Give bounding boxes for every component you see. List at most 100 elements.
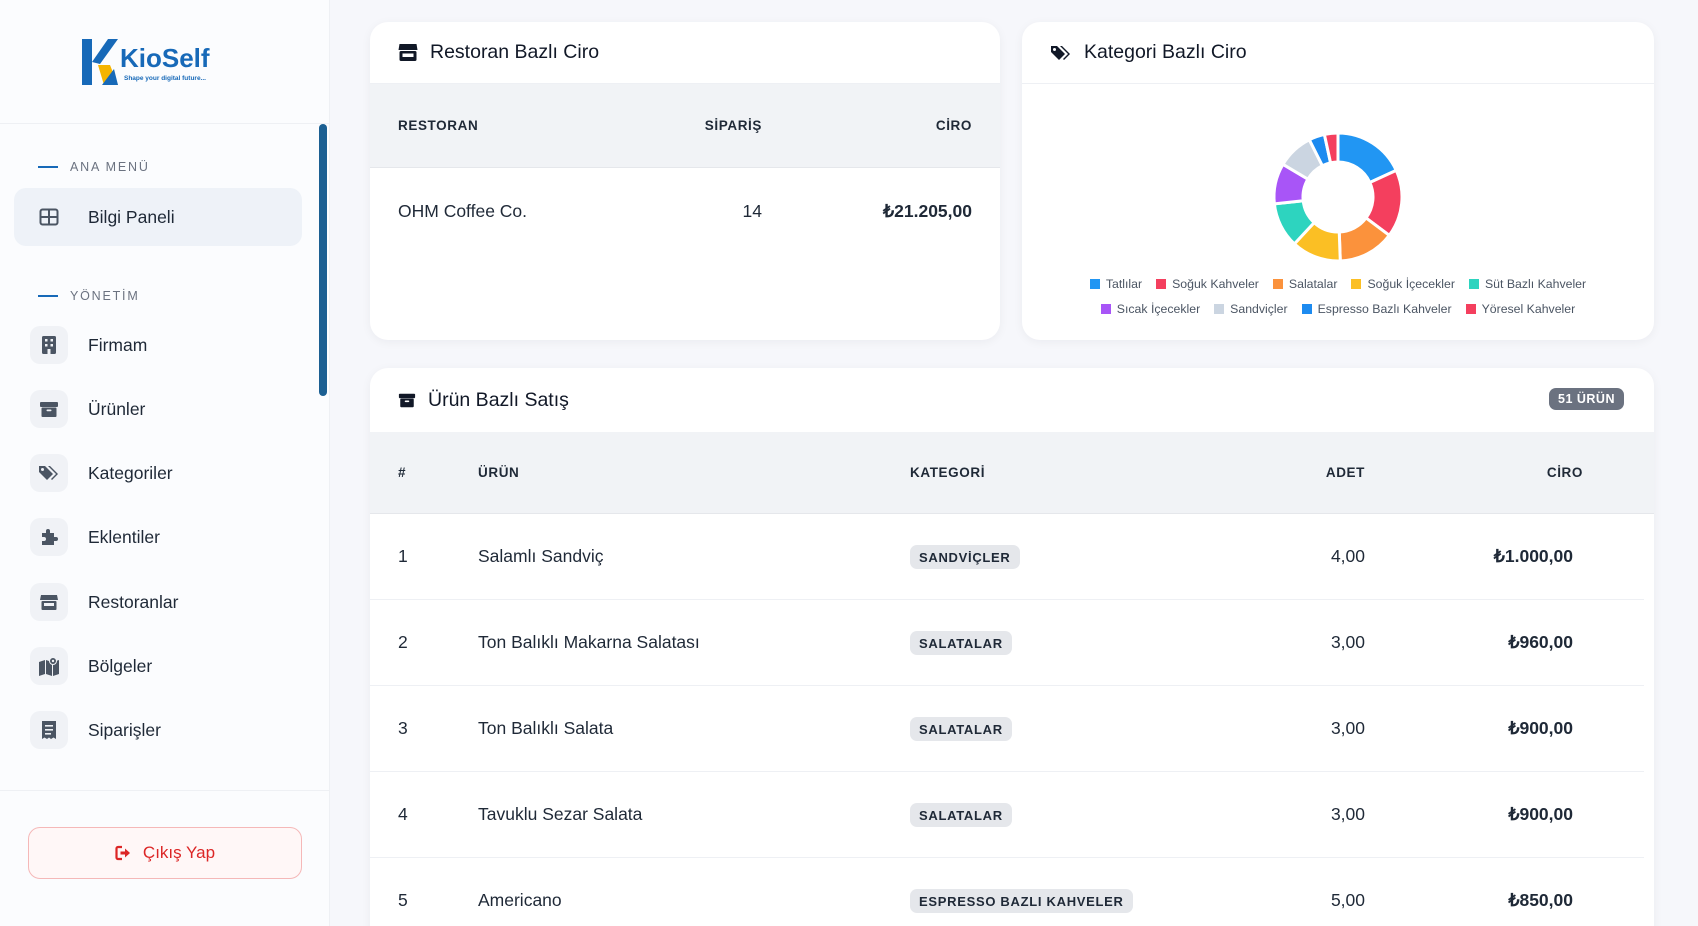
section-ana-menu: ANA MENÜ [0,157,150,177]
column-header-kategori[interactable]: KATEGORİ [910,465,986,480]
legend-label: Soğuk İçecekler [1367,277,1455,291]
table-header: RESTORAN SİPARİŞ CİRO [370,84,1000,168]
legend-swatch [1468,279,1479,289]
quantity-value: 3,00 [1330,804,1365,824]
map-icon [30,647,68,685]
section-dash [38,166,58,168]
sidebar: KioSelf Shape your digital future... ANA… [0,0,330,926]
legend-swatch [1214,304,1225,314]
sidebar-item-label: Ürünler [88,398,146,419]
receipt-icon [30,711,68,749]
sidebar-item-urunler[interactable]: Ürünler [14,380,302,438]
legend-label: Yöresel Kahveler [1481,302,1576,316]
sidebar-item-label: Siparişler [88,719,161,740]
column-header-no[interactable]: # [398,465,407,480]
sidebar-item-label: Restoranlar [88,591,179,612]
table-row[interactable]: 4 Tavuklu Sezar Salata SALATALAR 3,00 ₺900,0… [370,772,1644,858]
product-name: Americano [478,890,562,910]
column-header-siparis[interactable]: SİPARİŞ [704,118,762,133]
row-number: 4 [398,804,408,824]
logo-tagline: Shape your digital future... [124,75,206,82]
legend-item[interactable]: Sandviçler [1214,302,1288,316]
category-badge: SANDVİÇLER [910,544,1020,569]
section-dash [38,295,58,297]
puzzle-icon [30,518,68,556]
box-icon [398,393,416,408]
legend-item[interactable]: Soğuk İçecekler [1351,277,1455,291]
column-header-restoran[interactable]: RESTORAN [398,118,479,133]
revenue-value: ₺960,00 [1508,632,1573,652]
column-header-ciro[interactable]: CİRO [935,118,972,133]
legend-item[interactable]: Espresso Bazlı Kahveler [1301,302,1452,316]
legend-item[interactable]: Süt Bazlı Kahveler [1468,277,1587,291]
sidebar-item-label: Firmam [88,334,148,355]
quantity-value: 5,00 [1330,890,1365,910]
sidebar-item-bolgeler[interactable]: Bölgeler [14,637,302,695]
column-header-adet[interactable]: ADET [1325,465,1365,480]
legend-swatch [1089,279,1100,289]
legend-label: Soğuk Kahveler [1172,277,1259,291]
legend-label: Salatalar [1288,277,1338,291]
card-header: Kategori Bazlı Ciro [1022,22,1654,84]
table-row[interactable]: 5 Americano ESPRESSO BAZLI KAHVELER 5,00 ₺85… [370,858,1644,926]
sidebar-item-restoranlar[interactable]: Restoranlar [14,573,302,631]
sidebar-scrollbar[interactable] [319,124,327,396]
legend-item[interactable]: Sıcak İçecekler [1100,302,1201,316]
table-row[interactable]: OHM Coffee Co. 14 ₺21.205,00 [370,168,1000,254]
store-icon [398,44,418,61]
legend-item[interactable]: Soğuk Kahveler [1156,277,1259,291]
column-header-urun[interactable]: ÜRÜN [478,465,520,480]
quantity-value: 3,00 [1330,718,1365,738]
legend-label: Espresso Bazlı Kahveler [1317,302,1452,316]
legend-item[interactable]: Salatalar [1272,277,1338,291]
sidebar-item-label: Eklentiler [88,526,160,547]
section-yonetim: YÖNETİM [0,286,140,306]
product-name: Ton Balıklı Makarna Salatası [478,632,700,652]
legend-label: Süt Bazlı Kahveler [1484,277,1587,291]
chart-legend-row: Tatlılar Soğuk Kahveler Salatalar Soğuk İçe… [1022,277,1654,291]
card-title: Kategori Bazlı Ciro [1084,41,1247,63]
sidebar-item-firmam[interactable]: Firmam [14,316,302,374]
table-row[interactable]: 2 Ton Balıklı Makarna Salatası SALATALAR 3,… [370,600,1644,686]
sidebar-item-label: Bölgeler [88,655,153,676]
donut-slice[interactable] [1322,131,1340,165]
building-icon [30,326,68,364]
kioself-logo: KioSelf Shape your digital future... [81,38,209,85]
logout-label: Çıkış Yap [142,843,216,862]
restaurant-revenue-card: Restoran Bazlı Ciro RESTORAN SİPARİŞ CİR… [370,22,1000,340]
legend-swatch [1351,279,1362,289]
card-header: Restoran Bazlı Ciro [370,22,1000,84]
order-count: 14 [742,200,762,221]
logo[interactable]: KioSelf Shape your digital future... [0,0,329,124]
sidebar-item-label: Bilgi Paneli [88,206,175,227]
table-header: # ÜRÜN KATEGORİ ADET CİRO [370,432,1654,514]
revenue-value: ₺21.205,00 [883,200,972,221]
sidebar-item-eklentiler[interactable]: Eklentiler [14,508,302,566]
legend-swatch [1156,279,1167,289]
logout-button[interactable]: Çıkış Yap [28,827,302,879]
sidebar-item-kategoriler[interactable]: Kategoriler [14,444,302,502]
row-number: 1 [398,546,408,566]
table-row[interactable]: 1 Salamlı Sandviç SANDVİÇLER 4,00 ₺1.000,00 [370,514,1644,600]
column-header-ciro[interactable]: CİRO [1546,465,1583,480]
legend-item[interactable]: Tatlılar [1089,277,1142,291]
category-badge: SALATALAR [910,802,1012,827]
sidebar-item-bilgi-paneli[interactable]: Bilgi Paneli [14,188,302,246]
revenue-value: ₺900,00 [1508,718,1573,738]
row-number: 3 [398,718,408,738]
row-number: 2 [398,632,408,652]
legend-swatch [1272,279,1283,289]
table-row[interactable]: 3 Ton Balıklı Salata SALATALAR 3,00 ₺900,00 [370,686,1644,772]
card-header: Ürün Bazlı Satış [370,368,1654,432]
legend-item[interactable]: Yöresel Kahveler [1465,302,1576,316]
sidebar-item-label: Kategoriler [88,462,173,483]
tags-icon [30,454,68,492]
product-name: Salamlı Sandviç [478,546,604,566]
row-number: 5 [398,890,408,910]
sidebar-item-siparisler[interactable]: Siparişler [14,701,302,759]
category-badge: ESPRESSO BAZLI KAHVELER [910,888,1133,913]
revenue-value: ₺900,00 [1508,804,1573,824]
legend-swatch [1301,304,1312,314]
legend-label: Sıcak İçecekler [1116,302,1201,316]
category-donut-chart [1272,131,1404,263]
